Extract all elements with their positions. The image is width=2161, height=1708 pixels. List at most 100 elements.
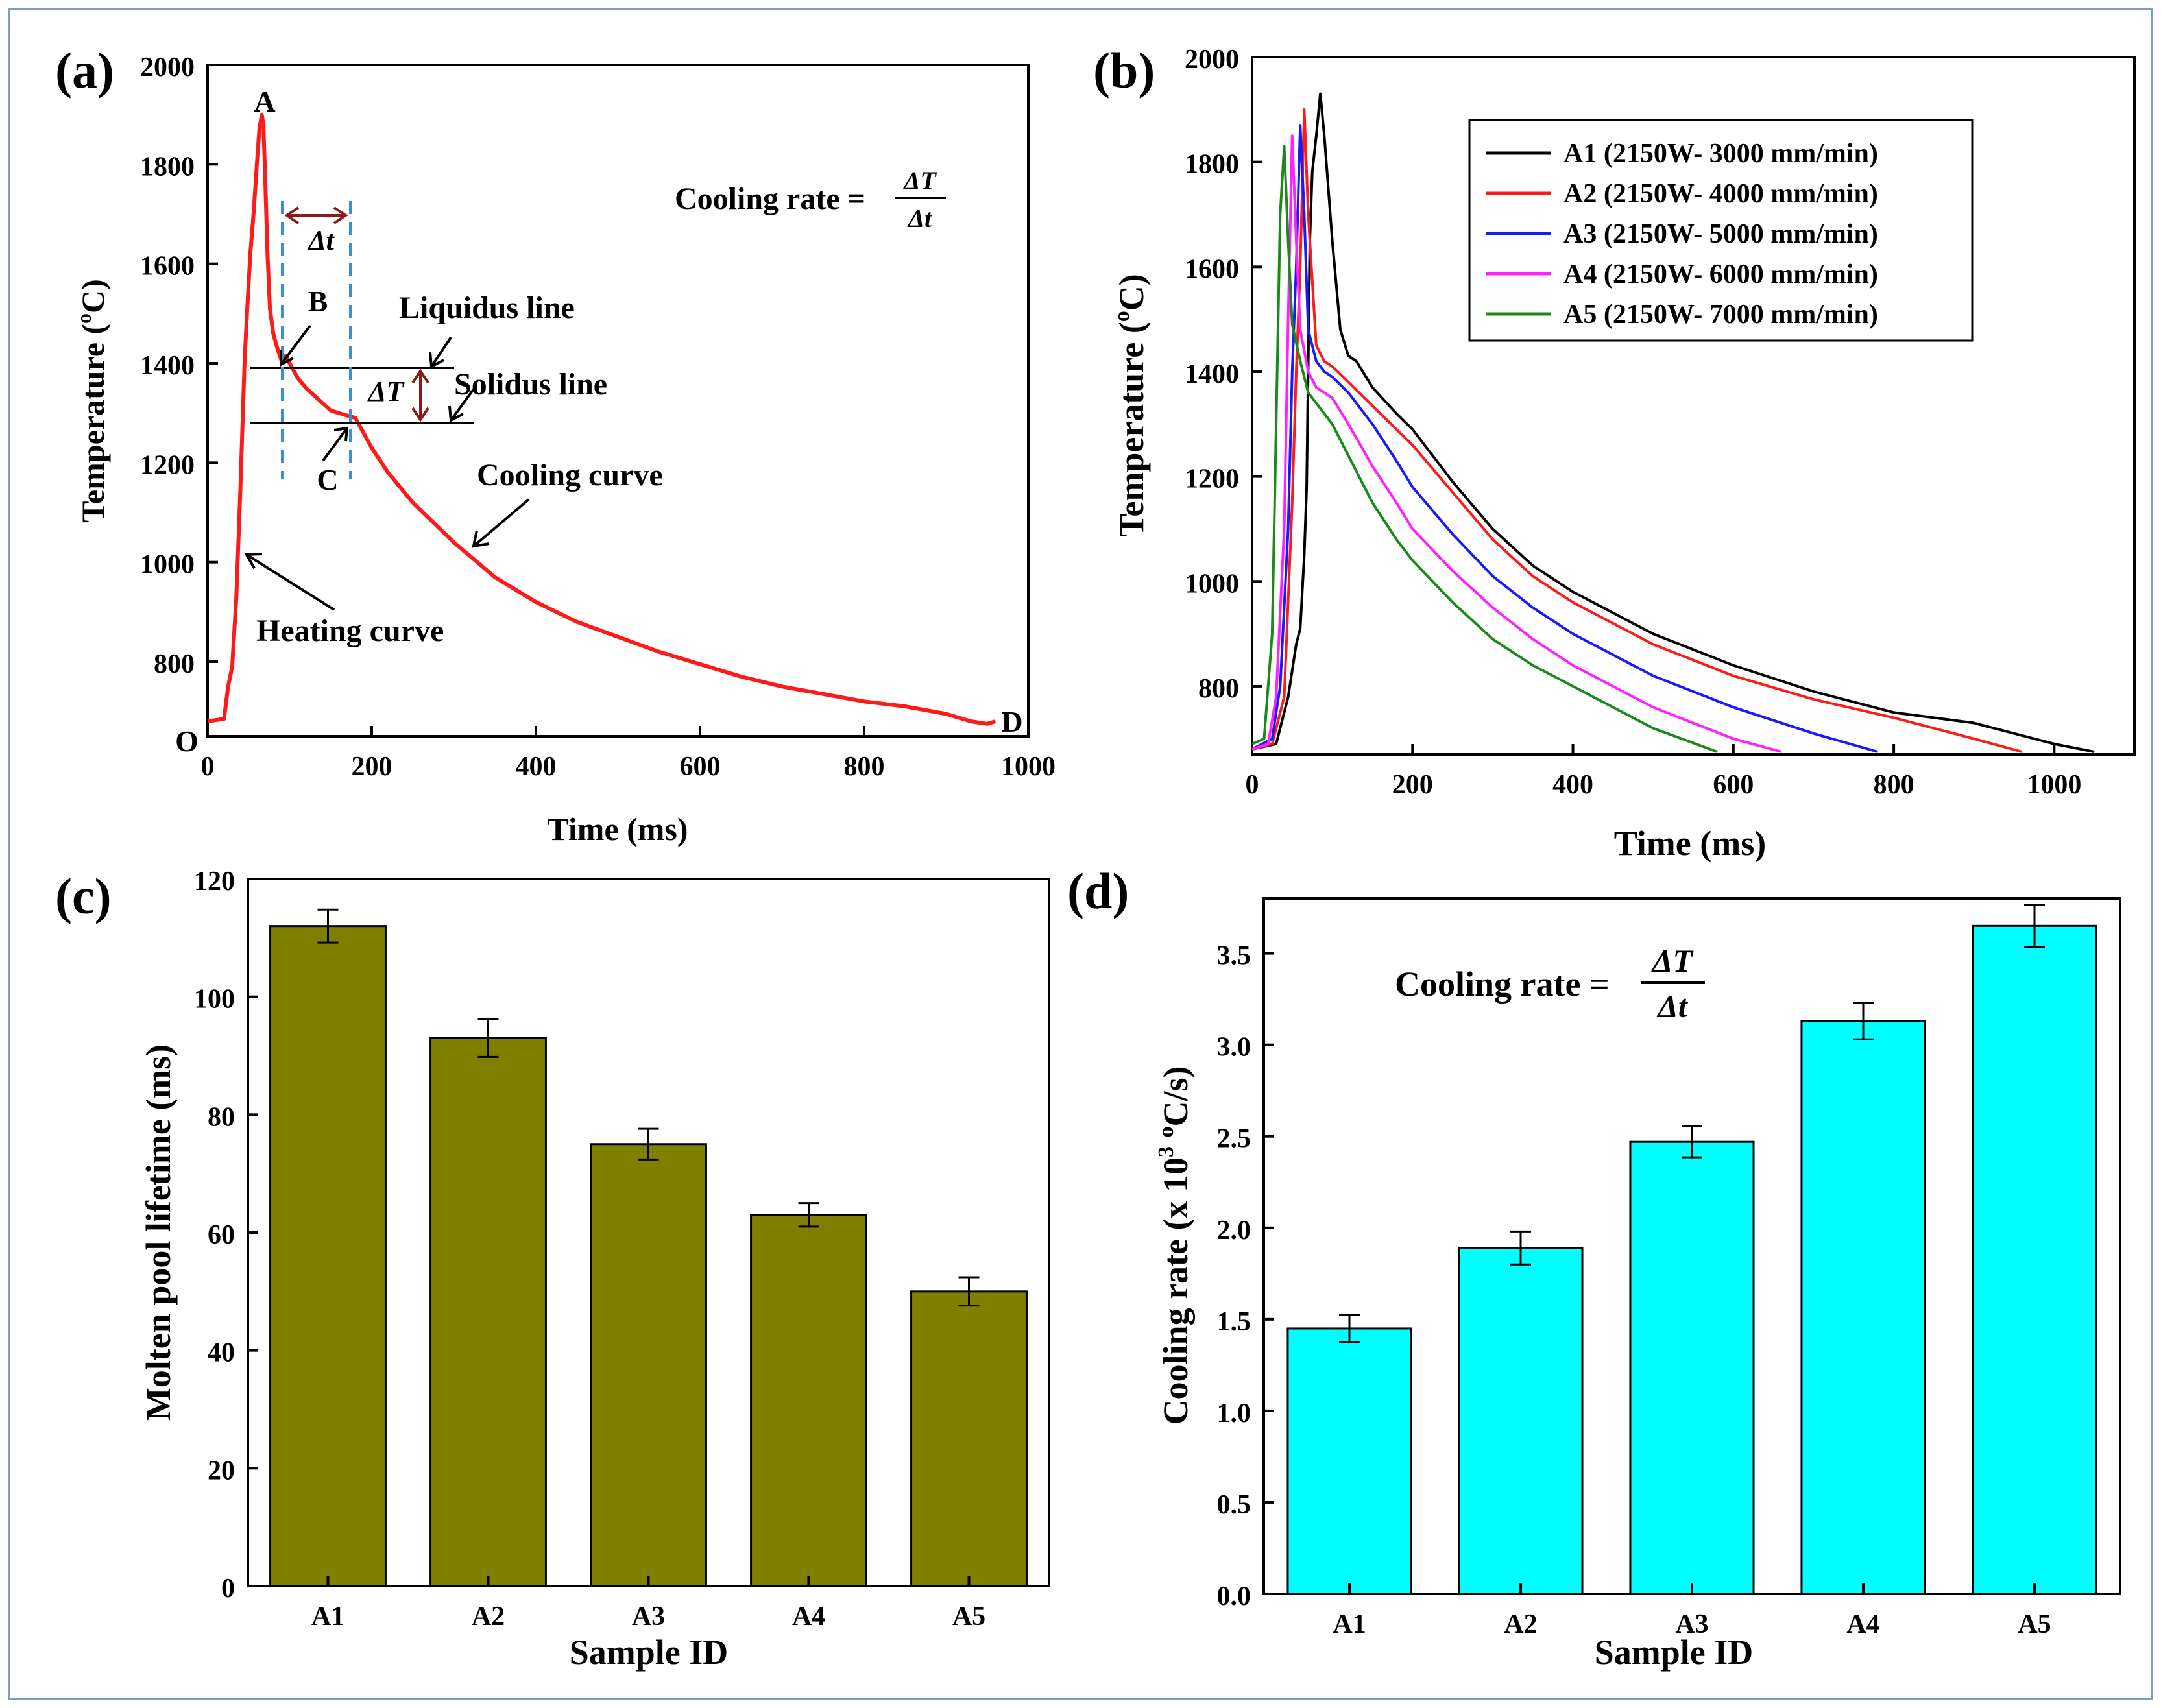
panel-d-equation-prefix: Cooling rate =: [1395, 965, 1610, 1004]
bar-A2: [1458, 1247, 1584, 1595]
x-tick-label-A3: A3: [632, 1602, 665, 1631]
panel-a-equation-prefix: Cooling rate =: [675, 182, 865, 216]
x-tick-label-A3: A3: [1675, 1609, 1708, 1639]
liquidus-pointer: [430, 336, 452, 368]
panel-a-curve-layer: [207, 112, 996, 726]
panel-c-ylabel: Molten pool lifetime (ms): [139, 1044, 178, 1421]
panel-c-axis-ticks: 0 20 40 60 80 100 120: [194, 867, 258, 1604]
point-C-label: C: [317, 463, 338, 496]
panel-b-legend-box: [1468, 119, 1974, 342]
panel-d-ylabel: Cooling rate (x 103 oC/s): [1154, 1066, 1195, 1425]
y-tick-label: 40: [208, 1338, 235, 1368]
x-tick-label-A4: A4: [792, 1602, 825, 1631]
y-tick-label: 1000: [140, 550, 195, 580]
panel-a-equation-numerator: ΔT: [902, 166, 937, 195]
bar-A2: [429, 1037, 547, 1587]
panel-c-label: (c): [55, 868, 112, 924]
y-tick-label: 1800: [1185, 150, 1239, 180]
x-tick-label: 600: [680, 752, 721, 782]
panel-b: (b) 800 1000 1200 1400 1600 1800 2000 0 200 400 60…: [1093, 42, 2136, 863]
legend-label-2: A2 (2150W- 4000 mm/min): [1563, 179, 1878, 209]
panel-d: (d) 0.00.51.01.52.02.53.03.5 A1 A2 A3 A4 A5 …: [1067, 863, 2121, 1672]
panel-d-label: (d): [1067, 863, 1129, 919]
panel-a-equation-denominator: Δt: [907, 204, 933, 233]
panel-b-label: (b): [1093, 42, 1155, 99]
x-tick-label: 400: [516, 752, 557, 782]
x-tick-label-A5: A5: [952, 1602, 985, 1631]
bar-A3: [590, 1143, 707, 1587]
y-tick-label: 3.0: [1217, 1033, 1251, 1063]
panel-d-equation-numerator: ΔT: [1651, 943, 1694, 979]
liquidus-label: Liquidus line: [399, 291, 575, 325]
panel-b-series-line-3: [1251, 124, 1878, 753]
x-tick-label-A5: A5: [2018, 1609, 2051, 1639]
B-pointer-head: [280, 350, 294, 367]
y-tick-label: 800: [154, 649, 195, 679]
panel-b-axis-ticks: 800 1000 1200 1400 1600 1800 2000 0 200 400 600 800…: [1185, 45, 2081, 800]
panel-a-label: (a): [55, 42, 114, 99]
panel-b-xlabel: Time (ms): [1614, 824, 1766, 863]
point-B-label: B: [308, 285, 328, 318]
x-tick-label-A1: A1: [1333, 1609, 1366, 1639]
panel-a-axis-ticks: 800 1000 1200 1400 1600 1800 2000 0 200 400 600 800…: [140, 53, 1056, 782]
panel-c: (c) 0 20 40 60 80 100 120 A1 A2 A3 A4 A5 Sample ID…: [55, 867, 1050, 1672]
heating-curve-label: Heating curve: [256, 614, 444, 648]
y-tick-label: 1400: [1185, 359, 1239, 389]
y-tick-label: 1200: [140, 450, 195, 480]
y-tick-label: 60: [208, 1220, 235, 1250]
panel-b-legend: A1 (2150W- 3000 mm/min) A2 (2150W- 4000 m…: [1468, 119, 1974, 342]
y-tick-label: 1.5: [1217, 1307, 1251, 1337]
y-tick-label: 1600: [140, 252, 195, 282]
x-tick-label-A2: A2: [472, 1602, 505, 1631]
panel-a-xlabel: Time (ms): [547, 811, 688, 847]
delta-T-arrowhead-top: [411, 368, 429, 384]
y-tick-label: 1.0: [1217, 1399, 1251, 1428]
cooling-pointer-head: [472, 530, 490, 548]
y-tick-label: 1800: [140, 152, 195, 182]
solidus-pointer-head: [448, 405, 464, 423]
panel-a-temperature-line: [207, 112, 996, 726]
y-tick-label: 0.0: [1217, 1582, 1251, 1611]
x-tick-label-A4: A4: [1846, 1609, 1879, 1639]
panel-d-bar-layer: A1 A2 A3 A4 A5: [1286, 904, 2097, 1639]
solidus-label: Solidus line: [454, 367, 607, 402]
panel-b-plot-frame: [1251, 56, 2136, 756]
y-tick-label: 1400: [140, 351, 195, 381]
y-tick-label: 2.0: [1217, 1216, 1251, 1245]
panel-c-xlabel: Sample ID: [570, 1633, 729, 1672]
y-tick-label: 0.5: [1217, 1490, 1251, 1520]
panel-a-plot-frame: [206, 64, 1030, 738]
x-tick-label: 1000: [2027, 770, 2081, 800]
heating-pointer-head: [244, 553, 263, 569]
panel-d-equation: Cooling rate = ΔT Δt: [1395, 943, 1705, 1024]
delta-T-label: ΔT: [367, 376, 405, 407]
y-tick-label: 2000: [1185, 45, 1239, 75]
panel-b-series-line-1: [1251, 92, 2095, 753]
legend-label-5: A5 (2150W- 7000 mm/min): [1563, 300, 1878, 330]
x-tick-label: 0: [1246, 770, 1259, 800]
delta-t-arrowhead-left: [284, 206, 300, 224]
point-D-label: D: [1001, 705, 1022, 738]
panel-b-ylabel: Temperature (oC): [1110, 274, 1151, 536]
panel-a-construction: [244, 201, 530, 611]
x-tick-label: 600: [1713, 770, 1754, 800]
panel-a-ylabel: Temperature (oC): [72, 279, 111, 523]
y-tick-label: 100: [194, 985, 235, 1015]
y-tick-label: 1600: [1185, 254, 1239, 284]
y-tick-label: 1200: [1185, 464, 1239, 494]
y-tick-label: 0: [221, 1574, 235, 1604]
y-tick-label: 2000: [140, 53, 195, 82]
legend-label-3: A3 (2150W- 5000 mm/min): [1563, 219, 1878, 249]
heating-pointer: [245, 553, 335, 611]
panel-b-series-line-5: [1251, 145, 1718, 753]
y-tick-label: 20: [208, 1456, 235, 1485]
panel-a-equation: Cooling rate = ΔT Δt: [675, 166, 946, 233]
y-tick-label: 120: [194, 867, 235, 896]
legend-label-1: A1 (2150W- 3000 mm/min): [1563, 139, 1878, 169]
delta-t-label: Δt: [307, 224, 335, 256]
panel-c-bar-layer: A1 A2 A3 A4 A5: [269, 908, 1028, 1631]
C-pointer: [322, 427, 348, 462]
bar-A1: [269, 925, 387, 1587]
B-pointer: [280, 324, 311, 366]
